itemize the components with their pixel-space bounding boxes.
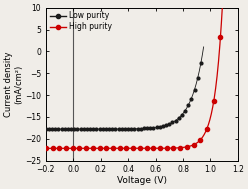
Legend: Low purity, High purity: Low purity, High purity: [48, 10, 114, 33]
Low purity: [63, 128, 66, 130]
High purity: [120, 147, 123, 149]
Y-axis label: Current density
(mA/cm²): Current density (mA/cm²): [4, 51, 24, 117]
Line: Low purity: Low purity: [44, 46, 205, 131]
Low purity: [158, 126, 161, 128]
Low purity: [159, 125, 162, 128]
High purity: [183, 146, 186, 148]
Line: High purity: High purity: [44, 0, 239, 150]
High purity: [44, 147, 47, 149]
Low purity: [202, 46, 205, 48]
High purity: [107, 147, 110, 149]
High purity: [165, 147, 168, 149]
High purity: [184, 146, 186, 148]
High purity: [67, 147, 70, 149]
Low purity: [144, 127, 147, 129]
Low purity: [44, 128, 47, 130]
X-axis label: Voltage (V): Voltage (V): [117, 176, 167, 185]
Low purity: [96, 128, 99, 130]
Low purity: [107, 128, 110, 130]
